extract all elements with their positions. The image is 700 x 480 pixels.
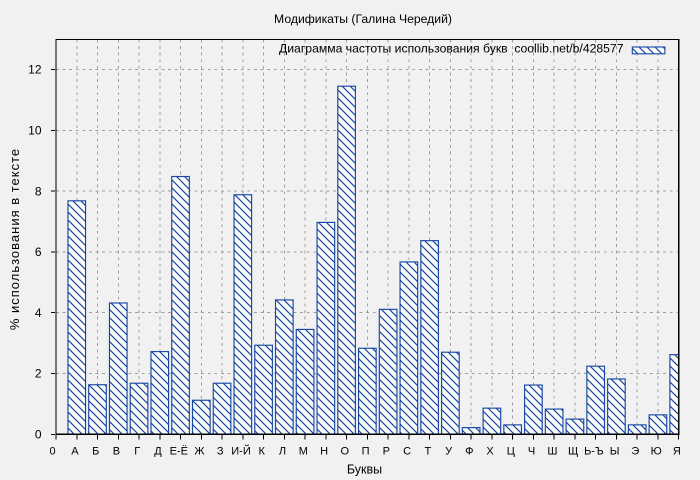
svg-text:Ю: Ю <box>651 446 662 458</box>
svg-text:Х: Х <box>486 446 494 458</box>
svg-text:% использования в тексте: % использования в тексте <box>7 148 22 330</box>
svg-text:Т: Т <box>424 446 431 458</box>
svg-text:Я: Я <box>673 446 681 458</box>
svg-text:Ф: Ф <box>465 446 473 458</box>
svg-text:8: 8 <box>35 184 42 198</box>
svg-text:М: М <box>299 446 308 458</box>
svg-text:Ь-Ъ: Ь-Ъ <box>584 446 604 458</box>
svg-text:Ц: Ц <box>507 446 515 458</box>
svg-text:Ш: Ш <box>547 446 557 458</box>
svg-text:Г: Г <box>134 446 140 458</box>
svg-text:П: П <box>362 446 370 458</box>
svg-text:Л: Л <box>279 446 286 458</box>
svg-text:Ы: Ы <box>610 446 620 458</box>
svg-text:И-Й: И-Й <box>231 445 250 458</box>
svg-text:Ж: Ж <box>194 446 204 458</box>
svg-text:З: З <box>217 446 224 458</box>
svg-text:Модификаты (Галина Чередий): Модификаты (Галина Чередий) <box>274 12 452 26</box>
svg-text:0: 0 <box>35 428 42 442</box>
svg-text:6: 6 <box>35 245 42 259</box>
svg-text:О: О <box>341 446 350 458</box>
svg-text:Э: Э <box>631 446 639 458</box>
svg-text:Ч: Ч <box>528 446 535 458</box>
svg-text:Диаграмма частоты использовани: Диаграмма частоты использования букв coo… <box>279 42 624 56</box>
svg-text:С: С <box>403 446 411 458</box>
svg-text:12: 12 <box>28 63 42 77</box>
svg-text:Н: Н <box>320 446 328 458</box>
svg-text:Буквы: Буквы <box>347 463 382 477</box>
svg-text:К: К <box>259 446 266 458</box>
svg-text:Б: Б <box>92 446 99 458</box>
svg-text:4: 4 <box>35 306 42 320</box>
svg-text:10: 10 <box>28 124 42 138</box>
svg-text:Р: Р <box>383 446 390 458</box>
svg-text:У: У <box>445 446 453 458</box>
svg-text:Щ: Щ <box>568 446 578 458</box>
svg-text:Е-Ё: Е-Ё <box>170 446 188 458</box>
svg-text:А: А <box>71 446 79 458</box>
svg-text:0: 0 <box>49 446 55 458</box>
svg-text:В: В <box>113 446 120 458</box>
svg-text:2: 2 <box>35 367 42 381</box>
svg-text:Д: Д <box>154 446 162 458</box>
